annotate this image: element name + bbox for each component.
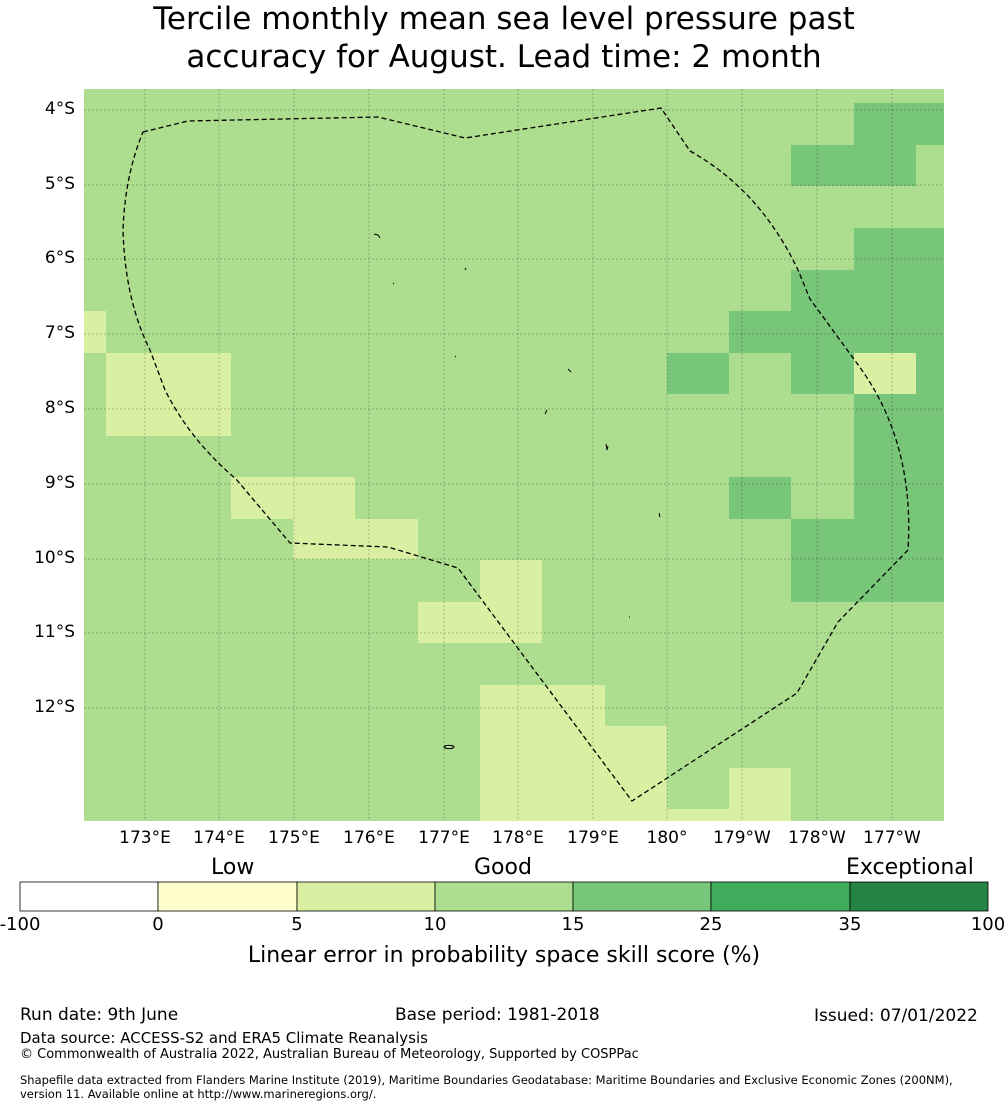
colorbar-segment (19, 881, 159, 912)
grid-cell (729, 768, 791, 821)
island (454, 355, 457, 358)
lat-label: 7°S (44, 323, 75, 343)
colorbar-tick: 100 (970, 914, 1006, 935)
lon-label: 177°W (863, 828, 921, 848)
island (443, 744, 455, 750)
grid-cell (854, 394, 944, 602)
grid-cell (916, 353, 944, 394)
cells-high-skill (667, 103, 944, 602)
grid-cell (231, 477, 355, 519)
grid-cell (854, 228, 944, 270)
lon-label: 179°E (567, 828, 619, 848)
colorbar-segment (296, 881, 436, 912)
grid-cell (605, 726, 667, 821)
island (464, 267, 467, 271)
island (392, 282, 395, 285)
island (373, 233, 381, 239)
colorbar-tick: 0 (152, 914, 164, 935)
copyright: © Commonwealth of Australia 2022, Austra… (20, 1047, 639, 1062)
grid-cell (667, 809, 729, 821)
colorbar-tick: 10 (423, 914, 447, 935)
island (567, 368, 572, 373)
lon-label: 177°E (418, 828, 470, 848)
shapefile-credit-2: version 11. Available online at http://w… (20, 1087, 377, 1101)
data-source: Data source: ACCESS-S2 and ERA5 Climate … (20, 1029, 428, 1047)
base-period: Base period: 1981-2018 (395, 1005, 600, 1025)
grid-cell (293, 519, 418, 559)
lat-label: 4°S (44, 99, 75, 119)
shapefile-credit-1: Shapefile data extracted from Flanders M… (20, 1073, 953, 1087)
colorbar-tick: 35 (838, 914, 862, 935)
grid-cell (854, 353, 916, 394)
eez-boundary (122, 107, 910, 802)
lon-label: 174°E (193, 828, 245, 848)
category-label-exceptional: Exceptional (846, 855, 974, 880)
lat-label: 12°S (34, 697, 75, 717)
colorbar-segment (157, 881, 298, 912)
grid-cell (916, 145, 944, 186)
lon-label: 178°E (492, 828, 544, 848)
lon-label: 175°E (268, 828, 320, 848)
issued-date: Issued: 07/01/2022 (814, 1006, 978, 1026)
grid-cell (84, 311, 106, 353)
map-title: Tercile monthly mean sea level pressure … (0, 0, 1008, 76)
category-label-low: Low (211, 855, 255, 880)
grid-cell (729, 477, 791, 519)
lon-label: 180° (646, 828, 688, 848)
grid-cell (791, 353, 854, 394)
colorbar-tick: -100 (0, 914, 41, 935)
islands (373, 233, 661, 750)
grid-cell (791, 270, 944, 311)
colorbar-segment (434, 881, 574, 912)
title-line-1: Tercile monthly mean sea level pressure … (153, 1, 855, 37)
gridlines (84, 89, 944, 821)
lat-label: 9°S (44, 473, 75, 493)
title-line-2: accuracy for August. Lead time: 2 month (186, 39, 822, 75)
island (544, 409, 548, 415)
grid-cell (729, 311, 944, 353)
lon-label: 176°E (343, 828, 395, 848)
colorbar-tick: 5 (291, 914, 303, 935)
lat-label: 11°S (34, 622, 75, 642)
island (605, 443, 609, 451)
lat-label: 6°S (44, 248, 75, 268)
colorbar-segment (849, 881, 989, 912)
grid-cell (854, 103, 944, 145)
colorbar-segment (572, 881, 712, 912)
lon-label: 173°E (119, 828, 171, 848)
grid-cell (106, 353, 231, 436)
grid-cell (480, 560, 542, 643)
colorbar-tick: 15 (561, 914, 585, 935)
grid-cell (418, 602, 480, 643)
colorbar-tick: 25 (699, 914, 723, 935)
grid-cell (667, 353, 729, 394)
colorbar-title: Linear error in probability space skill … (247, 943, 761, 968)
colorbar-segment (710, 881, 851, 912)
grid-cell (791, 519, 854, 602)
cells-low-skill (84, 311, 791, 821)
lat-label: 8°S (44, 398, 75, 418)
lon-label: 179°W (713, 828, 771, 848)
island (658, 512, 661, 518)
lon-label: 178°W (788, 828, 846, 848)
lat-label: 10°S (34, 548, 75, 568)
colorbar (19, 881, 989, 912)
run-date: Run date: 9th June (20, 1005, 179, 1025)
grid-cell (480, 685, 605, 821)
category-label-good: Good (474, 855, 532, 880)
lat-label: 5°S (44, 174, 75, 194)
grid-cell (791, 145, 916, 186)
